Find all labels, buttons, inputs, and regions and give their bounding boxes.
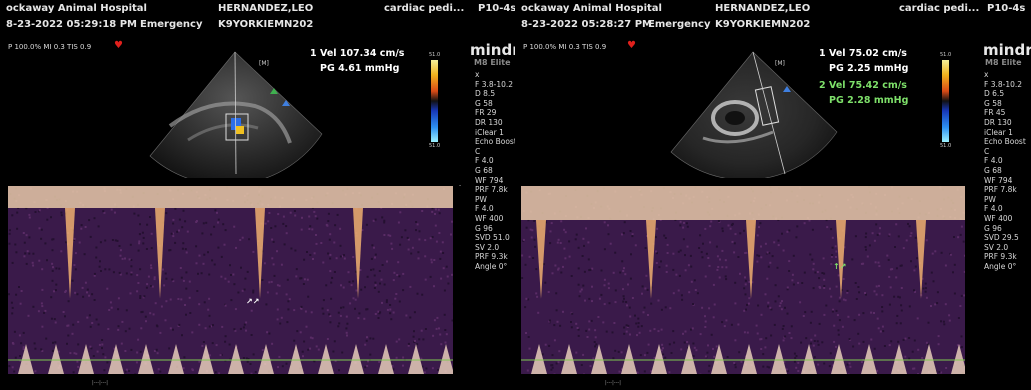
model-name: M8 Elite — [985, 58, 1022, 67]
scale-top-label: 51.0 — [940, 52, 952, 58]
scale-bottom-label: 51.0 — [429, 143, 441, 149]
time-scale-marker: |---|---| — [92, 380, 108, 386]
patient-name: HERNANDEZ,LEO — [715, 3, 811, 14]
brand-logo: mindray — [983, 41, 1031, 59]
measurement-value: PG 2.25 mmHg — [829, 63, 909, 74]
brand-logo: mindray — [470, 41, 515, 59]
measurement-cursor-icon: ↗↗ — [246, 297, 260, 306]
measurement-index: 1 — [819, 48, 826, 59]
scale-top-label: 51.0 — [429, 52, 441, 58]
model-name: M8 Elite — [474, 58, 511, 67]
b-mode-sector-image: [M] — [670, 51, 838, 178]
measurement-value: Vel 75.02 cm/s — [829, 48, 907, 59]
measurement-cursor-icon: ↑↗ — [833, 262, 847, 271]
hospital-name: ockaway Animal Hospital — [6, 3, 147, 14]
status-line: P 100.0% MI 0.3 TIS 0.9 — [8, 43, 92, 51]
transducer-marker-icon — [270, 88, 278, 94]
spectral-doppler-trace — [521, 186, 965, 374]
svg-text:[M]: [M] — [259, 60, 269, 67]
status-line: P 100.0% MI 0.3 TIS 0.9 — [523, 43, 607, 51]
svg-text:[M]: [M] — [775, 60, 785, 67]
measurement-value: Vel 75.42 cm/s — [829, 80, 907, 91]
exam-datetime: 8-23-2022 05:28:27 PM — [521, 19, 652, 30]
heart-icon: ♥ — [627, 40, 636, 51]
scale-bottom-label: 51.0 — [940, 143, 952, 149]
measurement-index: 1 — [310, 48, 317, 59]
velocity-tick: - — [459, 182, 462, 189]
measurement-value: PG 4.61 mmHg — [320, 63, 400, 74]
echo-panel-right: ockaway Animal Hospital HERNANDEZ,LEO ca… — [515, 0, 1031, 390]
transducer-marker-icon — [783, 86, 791, 92]
heart-icon: ♥ — [114, 40, 123, 51]
measurement-index: 2 — [819, 80, 826, 91]
color-velocity-scale — [942, 60, 949, 142]
patient-name: HERNANDEZ,LEO — [218, 3, 314, 14]
time-scale-marker: |---|---| — [605, 380, 621, 386]
exam-datetime: 8-23-2022 05:29:18 PM — [6, 19, 137, 30]
department: Emergency — [648, 19, 711, 30]
patient-id: K9YORKIEMN202 — [218, 19, 314, 30]
echo-panel-left: ockaway Animal Hospital HERNANDEZ,LEO ca… — [0, 0, 515, 390]
probe-name: P10-4s — [987, 3, 1026, 14]
color-velocity-scale — [431, 60, 438, 142]
exam-type: cardiac pedi... — [899, 3, 980, 14]
department: Emergency — [140, 19, 203, 30]
measurement-value: Vel 107.34 cm/s — [320, 48, 405, 59]
exam-type: cardiac pedi... — [384, 3, 465, 14]
patient-id: K9YORKIEMN202 — [715, 19, 811, 30]
imaging-parameters: x F 3.8-10.2 D 8.5 G 58 FR 29 DR 130 iCl… — [475, 70, 515, 271]
measurement-value: PG 2.28 mmHg — [829, 95, 909, 106]
hospital-name: ockaway Animal Hospital — [521, 3, 662, 14]
spectral-doppler-trace — [8, 186, 453, 374]
imaging-parameters: x F 3.8-10.2 D 6.5 G 58 FR 45 DR 130 iCl… — [984, 70, 1026, 271]
probe-name: P10-4s — [478, 3, 515, 14]
b-mode-sector-image: [M] — [149, 51, 323, 178]
